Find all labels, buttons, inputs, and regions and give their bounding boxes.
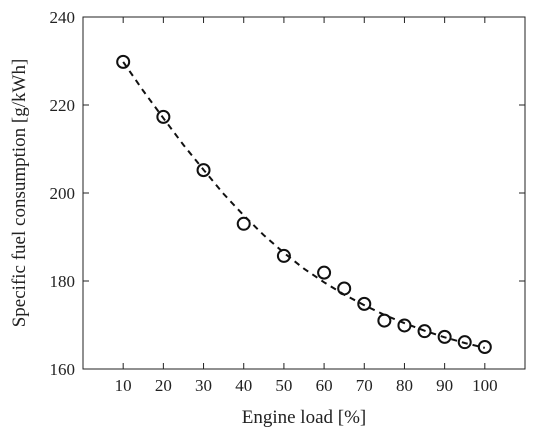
axis-ticks — [83, 16, 525, 370]
axis-tick-labels: 10 20 30 40 50 60 70 80 90 100 160 180 200 220 240 — [50, 8, 498, 395]
y-tick-label: 160 — [50, 360, 76, 379]
y-axis-title: Specific fuel consumption [g/kWh] — [9, 59, 30, 328]
data-point — [357, 296, 372, 311]
y-tick-label: 200 — [50, 184, 76, 203]
data-point — [116, 54, 131, 69]
data-point — [377, 313, 392, 328]
x-tick-label: 10 — [115, 376, 132, 395]
x-tick-label: 90 — [436, 376, 453, 395]
x-tick-label: 50 — [275, 376, 292, 395]
data-point — [276, 248, 291, 263]
data-point — [156, 109, 171, 124]
plot-frame — [82, 16, 526, 370]
y-tick-label: 220 — [50, 96, 76, 115]
y-tick-label: 240 — [50, 8, 76, 27]
x-tick-label: 20 — [155, 376, 172, 395]
x-tick-label: 100 — [472, 376, 498, 395]
data-point — [337, 281, 352, 296]
data-point — [317, 265, 332, 280]
data-point — [196, 163, 211, 178]
data-markers — [116, 54, 492, 354]
data-point — [477, 340, 492, 354]
x-tick-label: 80 — [396, 376, 413, 395]
data-point — [397, 318, 412, 333]
x-axis-title: Engine load [%] — [242, 407, 367, 428]
data-point — [437, 329, 452, 344]
x-tick-label: 40 — [235, 376, 252, 395]
y-tick-label: 180 — [50, 272, 76, 291]
x-tick-label: 60 — [316, 376, 333, 395]
x-tick-label: 30 — [195, 376, 212, 395]
data-point — [417, 324, 432, 339]
data-point — [457, 335, 472, 350]
x-tick-label: 70 — [356, 376, 373, 395]
data-point — [236, 216, 251, 231]
fit-line — [122, 61, 486, 349]
